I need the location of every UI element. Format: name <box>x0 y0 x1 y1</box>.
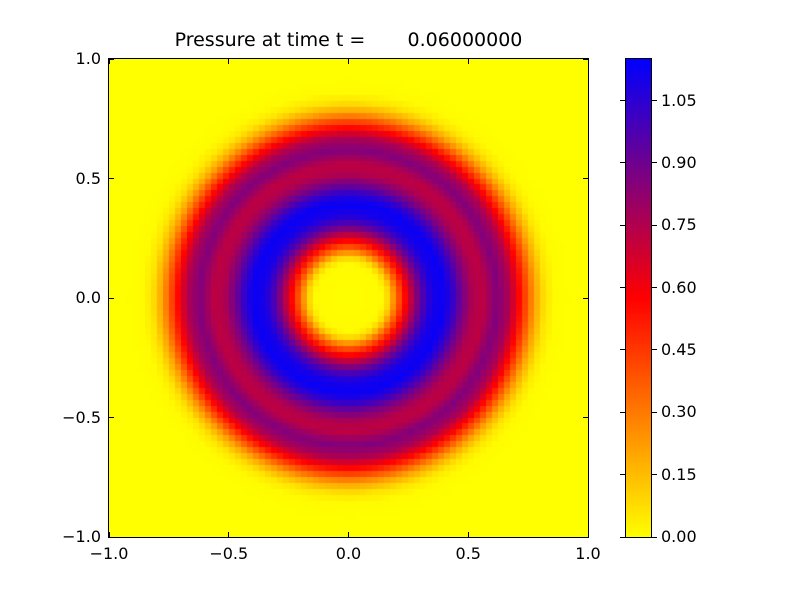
x-tick-mark <box>228 532 230 537</box>
plot-title: Pressure at time t = 0.06000000 <box>174 29 523 51</box>
pressure-heatmap-canvas <box>109 59 588 537</box>
x-tick-mark <box>467 532 469 537</box>
colorbar-tick-mark <box>620 100 625 102</box>
y-tick-label: 0.0 <box>75 288 101 307</box>
colorbar-tick-mark <box>652 287 657 289</box>
colorbar-tick-mark <box>652 224 657 226</box>
y-tick-mark <box>109 536 114 538</box>
x-tick-mark <box>587 59 589 64</box>
y-tick-mark <box>583 297 588 299</box>
colorbar-tick-label: 0.15 <box>661 464 697 484</box>
colorbar-tick-mark <box>620 411 625 413</box>
y-tick-mark <box>583 417 588 418</box>
y-tick-mark <box>109 58 114 60</box>
y-tick-label: 0.5 <box>75 168 101 188</box>
y-tick-mark <box>583 178 588 179</box>
colorbar-tick-label: 0.45 <box>661 339 697 359</box>
x-tick-mark <box>108 59 110 64</box>
x-tick-mark <box>108 532 110 537</box>
colorbar-tick-mark <box>620 224 625 226</box>
colorbar-tick-mark <box>652 162 657 164</box>
colorbar-tick-mark <box>620 162 625 164</box>
colorbar-tick-label: 1.05 <box>661 90 697 110</box>
x-tick-label: 0.0 <box>335 544 362 563</box>
colorbar-tick-label: 0.00 <box>661 527 697 546</box>
y-tick-mark <box>109 297 114 299</box>
x-tick-mark <box>228 59 230 64</box>
x-tick-label: −0.5 <box>209 544 249 563</box>
x-tick-mark <box>467 59 469 64</box>
colorbar-tick-label: 0.30 <box>661 402 697 422</box>
colorbar-tick-mark <box>652 349 657 351</box>
x-tick-label: 0.5 <box>455 544 481 563</box>
colorbar-tick-label: 0.90 <box>661 152 697 172</box>
x-tick-label: −1.0 <box>89 544 129 563</box>
colorbar-gradient-canvas <box>626 59 651 537</box>
x-tick-mark <box>348 532 349 537</box>
colorbar-tick-mark <box>652 536 657 538</box>
plot-area <box>108 58 589 538</box>
x-tick-label: 1.0 <box>575 544 601 563</box>
y-tick-mark <box>583 536 588 538</box>
y-tick-label: −1.0 <box>62 527 101 546</box>
colorbar-tick-mark <box>620 536 625 538</box>
y-tick-label: 1.0 <box>75 49 101 68</box>
y-tick-mark <box>109 417 114 418</box>
colorbar-tick-mark <box>620 474 625 476</box>
colorbar <box>625 58 652 538</box>
x-tick-mark <box>348 59 349 64</box>
colorbar-tick-mark <box>620 349 625 351</box>
colorbar-tick-mark <box>652 474 657 476</box>
y-tick-label: −0.5 <box>62 407 101 427</box>
colorbar-tick-label: 0.60 <box>661 277 697 297</box>
colorbar-tick-mark <box>620 287 625 289</box>
colorbar-tick-mark <box>652 411 657 413</box>
y-tick-mark <box>583 58 588 60</box>
colorbar-tick-label: 0.75 <box>661 215 697 235</box>
y-tick-mark <box>109 178 114 179</box>
colorbar-tick-mark <box>652 100 657 102</box>
x-tick-mark <box>587 532 589 537</box>
